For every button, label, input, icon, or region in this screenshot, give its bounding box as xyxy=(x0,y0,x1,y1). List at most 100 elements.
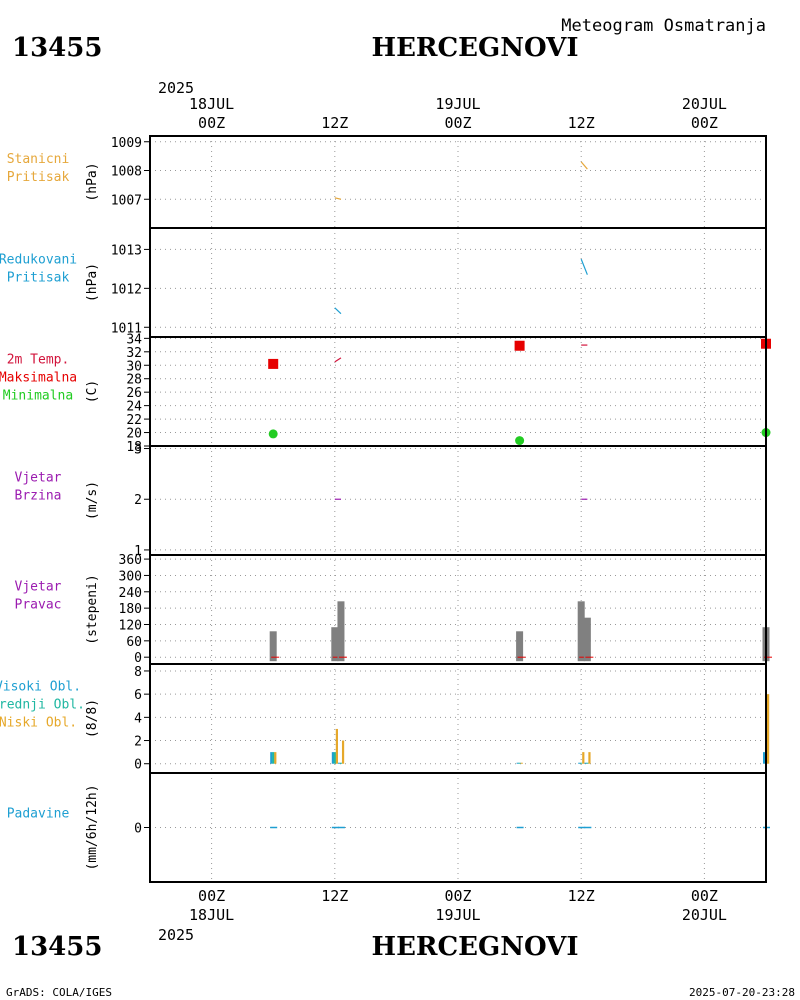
cloud-bar-high xyxy=(331,752,334,764)
unit-label: (mm/6h/12h) xyxy=(85,784,100,870)
panel-frame xyxy=(149,227,767,338)
wind-dir-bar xyxy=(516,631,524,662)
cloud-bar-mid xyxy=(333,752,336,764)
panel-label: 2m Temp. xyxy=(7,353,70,368)
ytick-label: 1 xyxy=(134,544,142,559)
panel-label: Pritisak xyxy=(7,170,70,185)
cloud-bar-low xyxy=(341,740,345,764)
unit-label: (8/8) xyxy=(85,699,100,738)
ytick-label: 1007 xyxy=(111,193,142,208)
panel-precipitation: 0 Padavine (mm/6h/12h) xyxy=(7,772,770,883)
year-label-bottom: 2025 xyxy=(158,926,194,944)
unit-label: (m/s) xyxy=(85,481,100,520)
temp-max-marker xyxy=(268,358,279,369)
wind-dir-bar xyxy=(337,601,345,662)
cloud-bar-mid xyxy=(518,762,521,764)
ytick-label: 32 xyxy=(126,346,142,361)
cloud-bar-low xyxy=(588,752,591,764)
top-date-label: 19JUL xyxy=(435,95,480,113)
ytick-label: 1009 xyxy=(111,136,142,151)
panel-label: Padavine xyxy=(7,807,70,822)
ytick-label: 20 xyxy=(126,427,142,442)
wind-dir-bar xyxy=(583,617,591,662)
cloud-bar-mid xyxy=(272,752,275,764)
panel-label: Pravac xyxy=(15,598,62,613)
ytick-label: 300 xyxy=(119,569,142,584)
panel-label: Pritisak xyxy=(7,271,70,286)
panel-frame xyxy=(149,663,767,774)
top-date-label: 20JUL xyxy=(682,95,727,113)
unit-label: (stepeni) xyxy=(85,574,100,644)
ytick-label: 34 xyxy=(126,332,142,347)
panel-frame xyxy=(149,554,767,665)
temp-max-marker xyxy=(514,340,525,351)
ytick-label: 60 xyxy=(126,635,142,650)
panel-wind_speed: 1 2 3 Vjetar Brzina (m/s) xyxy=(15,443,767,559)
temp-min-marker xyxy=(515,436,525,446)
top-time-axis: 18JUL00Z12Z19JUL00Z12Z20JUL00Z12Z xyxy=(189,95,727,132)
ytick-label: 6 xyxy=(134,688,142,703)
panel-label: Maksimalna xyxy=(0,371,77,386)
panel-label: Brzina xyxy=(15,489,62,504)
cloud-bar-low xyxy=(335,728,338,764)
cloud-bar-low xyxy=(520,762,523,764)
cloud-bar-mid xyxy=(586,762,589,764)
ytick-label: 4 xyxy=(134,711,142,726)
station-id-bottom: 13455 xyxy=(12,932,102,962)
ytick-label: 30 xyxy=(126,359,142,374)
panel-label: Srednji Obl. xyxy=(0,698,85,713)
ytick-label: 1013 xyxy=(111,243,142,258)
ytick-label: 2 xyxy=(134,735,142,750)
ytick-label: 0 xyxy=(134,651,142,666)
station-id-top: 13455 xyxy=(12,33,102,63)
ytick-label: 3 xyxy=(134,443,142,458)
ytick-label: 18 xyxy=(126,440,142,455)
ytick-label: 360 xyxy=(119,553,142,568)
cloud-bar-mid xyxy=(339,762,343,764)
ytick-label: 26 xyxy=(126,386,142,401)
series-line xyxy=(580,258,588,275)
panel-station_pressure: 1007 1008 1009 Stanicni Pritisak (hPa) xyxy=(7,135,767,229)
top-time-label: 12Z xyxy=(321,114,348,132)
ytick-label: 0 xyxy=(134,822,142,837)
ytick-label: 1011 xyxy=(111,321,142,336)
top-time-label: 00Z xyxy=(444,114,471,132)
bottom-time-label: 12Z xyxy=(321,887,348,905)
cloud-bar-high xyxy=(584,762,587,764)
panel-label: Niski Obl. xyxy=(0,716,77,731)
cloud-bar-high xyxy=(337,762,341,764)
cloud-bar-mid xyxy=(580,762,583,764)
bottom-time-axis: 00Z18JUL12Z00Z19JUL12Z00Z20JUL12Z xyxy=(189,887,727,924)
ytick-label: 28 xyxy=(126,373,142,388)
panel-reduced_pressure: 1011 1012 1013 Redukovani Pritisak (hPa) xyxy=(0,227,767,338)
station-name-top: HERCEGNOVI xyxy=(372,33,579,63)
cloud-bar-low xyxy=(274,752,277,764)
panel-label: Minimalna xyxy=(3,389,73,404)
series-line xyxy=(334,307,342,315)
temp-min-marker xyxy=(268,429,278,439)
timestamp-text: 2025-07-20-23:28 xyxy=(689,986,795,999)
unit-label: (C) xyxy=(85,380,100,403)
bottom-time-label: 00Z xyxy=(198,887,225,905)
bottom-time-label: 00Z xyxy=(444,887,471,905)
panel-frame xyxy=(149,445,767,556)
ytick-label: 240 xyxy=(119,586,142,601)
top-date-label: 18JUL xyxy=(189,95,234,113)
ytick-label: 2 xyxy=(134,493,142,508)
panel-clouds: 0 2 4 6 8 Visoki Obl. Srednji Obl. Niski Obl. (8… xyxy=(0,663,770,774)
bottom-time-label: 12Z xyxy=(568,887,595,905)
station-name-bottom: HERCEGNOVI xyxy=(372,932,579,962)
cloud-bar-low xyxy=(582,752,585,764)
wind-dir-bar xyxy=(269,631,277,662)
cloud-bar-high xyxy=(270,752,273,764)
panel-label: Stanicni xyxy=(7,152,70,167)
ytick-label: 120 xyxy=(119,618,142,633)
panel-frame xyxy=(149,336,767,447)
wind-dir-bar xyxy=(577,601,585,662)
product-title: Meteogram Osmatranja xyxy=(561,16,766,36)
unit-label: (hPa) xyxy=(85,162,100,201)
bottom-date-label: 18JUL xyxy=(189,906,234,924)
